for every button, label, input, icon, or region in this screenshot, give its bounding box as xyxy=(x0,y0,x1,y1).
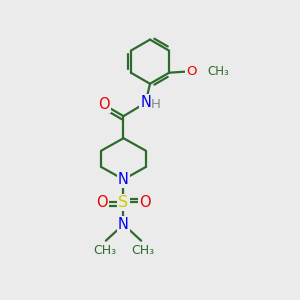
Text: N: N xyxy=(118,172,129,187)
Text: H: H xyxy=(151,98,161,111)
Text: O: O xyxy=(98,97,110,112)
Text: CH₃: CH₃ xyxy=(131,244,154,256)
Text: S: S xyxy=(118,195,129,210)
Text: O: O xyxy=(139,195,151,210)
Text: O: O xyxy=(97,195,108,210)
Text: CH₃: CH₃ xyxy=(207,65,229,78)
Text: N: N xyxy=(140,95,151,110)
Text: O: O xyxy=(186,65,196,78)
Text: CH₃: CH₃ xyxy=(93,244,116,256)
Text: N: N xyxy=(118,217,129,232)
